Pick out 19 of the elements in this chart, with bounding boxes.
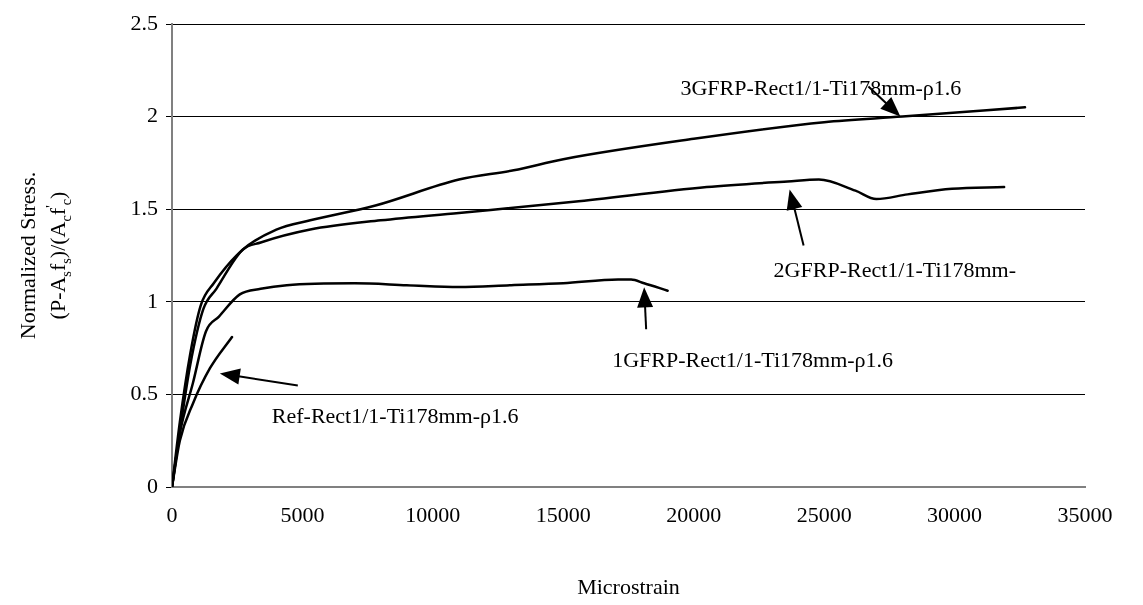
x-tick-label: 15000 xyxy=(535,501,591,527)
y-tick-label: 1.5 xyxy=(130,194,158,220)
legend-label: 2GFRP-Rect1/1-Ti178mm- xyxy=(773,257,1017,283)
y-tick-label: 2.5 xyxy=(130,9,158,35)
y-tick-label: 0.5 xyxy=(130,380,158,406)
y-tick-label: 1 xyxy=(147,287,158,313)
x-axis-title: Microstrain xyxy=(577,573,680,599)
legend-label: 1GFRP-Rect1/1-Ti178mm-ρ1.6 xyxy=(612,347,894,373)
y-tick-label: 0 xyxy=(147,472,158,498)
x-tick-label: 0 xyxy=(166,501,178,527)
series-label: 3GFRP-Rect1/1-Ti178mm-ρ1.6 xyxy=(680,74,962,100)
x-tick-label: 30000 xyxy=(927,501,983,527)
legend-label: Ref-Rect1/1-Ti178mm-ρ1.6 xyxy=(271,403,519,429)
x-tick-label: 25000 xyxy=(796,501,852,527)
x-tick-label: 5000 xyxy=(280,501,325,527)
x-tick-label: 20000 xyxy=(666,501,722,527)
x-tick-label: 35000 xyxy=(1057,501,1113,527)
x-tick-label: 10000 xyxy=(405,501,461,527)
y-tick-label: 2 xyxy=(147,102,158,128)
